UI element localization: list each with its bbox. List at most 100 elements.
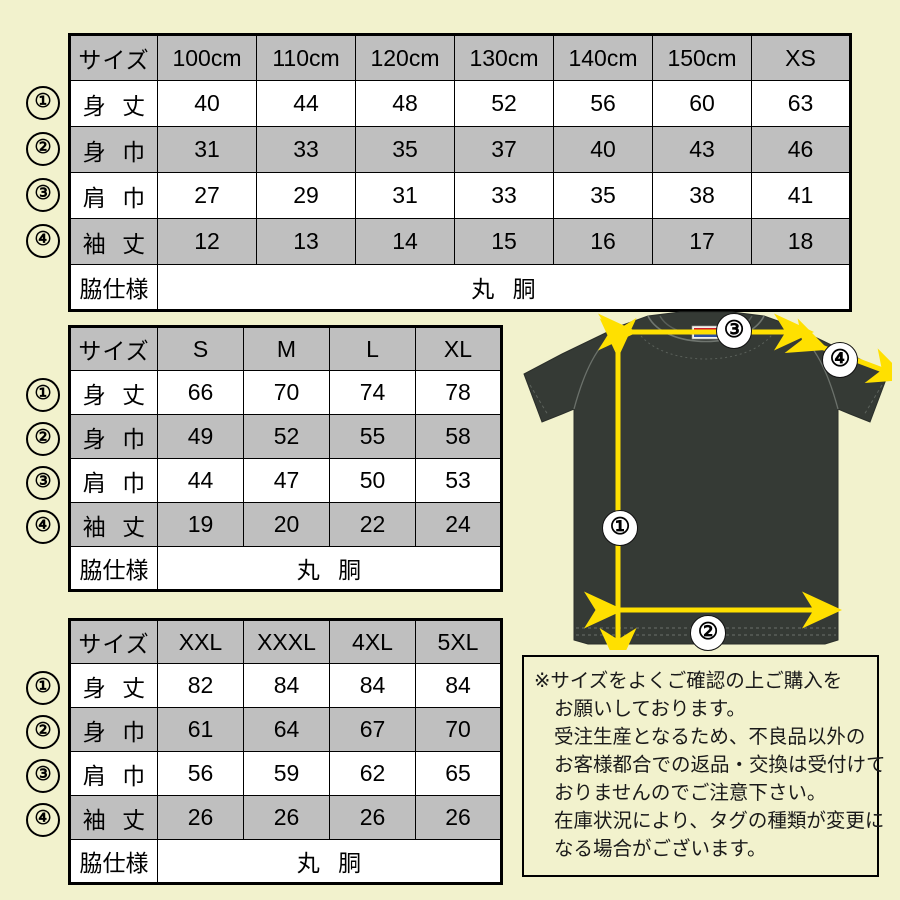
- table-header-row: サイズ S M L XL: [69, 326, 502, 371]
- measurement-cell: 67: [329, 707, 416, 752]
- table-footer-row: 脇仕様丸 胴: [69, 264, 851, 311]
- header-cell-L: L: [329, 326, 416, 371]
- row-label: 身 巾: [69, 707, 158, 752]
- measurement-cell: 35: [355, 126, 455, 173]
- table-header-row: サイズ XXL XXXL 4XL 5XL: [69, 619, 502, 664]
- badge-shoulder-width: ③: [716, 313, 752, 349]
- measurement-cell: 78: [415, 370, 502, 415]
- measurement-cell: 52: [454, 80, 554, 127]
- measurement-cell: 63: [751, 80, 851, 127]
- measurement-cell: 12: [157, 218, 257, 265]
- row-marker-4-table-1: ④: [26, 224, 60, 258]
- footer-label: 脇仕様: [69, 264, 158, 311]
- notice-line: 受注生産となるため、不良品以外の: [554, 726, 866, 748]
- measurement-cell: 15: [454, 218, 554, 265]
- row-label: 身 丈: [69, 370, 158, 415]
- row-marker-1-table-2: ①: [26, 378, 60, 412]
- notice-line: ※サイズをよくご確認の上ご購入を: [534, 670, 843, 692]
- notice-line: おりませんのでご注意下さい。: [554, 782, 827, 804]
- table-row: 身 丈 66 70 74 78: [69, 370, 502, 415]
- measurement-cell: 50: [329, 458, 416, 503]
- table-row: 袖 丈 26 26 26 26: [69, 795, 502, 840]
- header-cell-110cm: 110cm: [256, 34, 356, 81]
- row-label: 肩 巾: [69, 458, 158, 503]
- measurement-cell: 53: [415, 458, 502, 503]
- table-row: 肩 巾 27 29 31 33 35 38 41: [69, 172, 851, 219]
- badge-body-width: ②: [690, 615, 726, 651]
- measurement-cell: 26: [157, 795, 244, 840]
- row-label: 袖 丈: [69, 795, 158, 840]
- row-label: 身 丈: [69, 663, 158, 708]
- header-cell-140cm: 140cm: [553, 34, 653, 81]
- measurement-cell: 56: [157, 751, 244, 796]
- measurement-cell: 44: [256, 80, 356, 127]
- measurement-cell: 17: [652, 218, 752, 265]
- measurement-cell: 60: [652, 80, 752, 127]
- row-marker-3-table-3: ③: [26, 759, 60, 793]
- measurement-cell: 22: [329, 502, 416, 547]
- row-marker-3-table-1: ③: [26, 178, 60, 212]
- table-row: 身 巾 49 52 55 58: [69, 414, 502, 459]
- measurement-cell: 18: [751, 218, 851, 265]
- table-footer-row: 脇仕様丸 胴: [69, 546, 502, 591]
- tshirt-diagram: ③ ④ ① ②: [520, 310, 892, 651]
- row-marker-4-table-2: ④: [26, 510, 60, 544]
- footer-value: 丸 胴: [157, 546, 502, 591]
- row-label: 身 巾: [69, 414, 158, 459]
- row-marker-2-table-3: ②: [26, 715, 60, 749]
- size-table-kids: サイズ 100cm 110cm 120cm 130cm 140cm 150cm XS 身 丈 40…: [68, 33, 852, 312]
- row-label: 肩 巾: [69, 172, 158, 219]
- row-label: 袖 丈: [69, 218, 158, 265]
- measurement-cell: 70: [243, 370, 330, 415]
- notice-line: なる場合がございます。: [554, 838, 767, 860]
- row-label: 袖 丈: [69, 502, 158, 547]
- row-label: 肩 巾: [69, 751, 158, 796]
- footer-value: 丸 胴: [157, 839, 502, 884]
- measurement-cell: 84: [415, 663, 502, 708]
- notice-line: お客様都合での返品・交換は受付けて: [554, 754, 886, 776]
- measurement-cell: 47: [243, 458, 330, 503]
- header-cell-size: サイズ: [69, 326, 158, 371]
- measurement-cell: 41: [751, 172, 851, 219]
- measurement-cell: 55: [329, 414, 416, 459]
- footer-label: 脇仕様: [69, 839, 158, 884]
- table-row: 袖 丈 19 20 22 24: [69, 502, 502, 547]
- row-label: 身 巾: [69, 126, 158, 173]
- measurement-cell: 48: [355, 80, 455, 127]
- measurement-cell: 66: [157, 370, 244, 415]
- notice-line: お願いしております。: [554, 698, 746, 720]
- header-cell-130cm: 130cm: [454, 34, 554, 81]
- measurement-cell: 31: [355, 172, 455, 219]
- measurement-cell: 82: [157, 663, 244, 708]
- measurement-cell: 33: [256, 126, 356, 173]
- header-cell-120cm: 120cm: [355, 34, 455, 81]
- row-marker-2-table-1: ②: [26, 132, 60, 166]
- header-cell-S: S: [157, 326, 244, 371]
- badge-sleeve-length: ④: [822, 342, 858, 378]
- measurement-cell: 35: [553, 172, 653, 219]
- measurement-cell: 43: [652, 126, 752, 173]
- measurement-cell: 24: [415, 502, 502, 547]
- measurement-cell: 49: [157, 414, 244, 459]
- measurement-cell: 26: [329, 795, 416, 840]
- measurement-cell: 62: [329, 751, 416, 796]
- measurement-cell: 70: [415, 707, 502, 752]
- measurement-cell: 29: [256, 172, 356, 219]
- table-row: 肩 巾 44 47 50 53: [69, 458, 502, 503]
- measurement-cell: 64: [243, 707, 330, 752]
- measurement-cell: 37: [454, 126, 554, 173]
- header-cell-size: サイズ: [69, 34, 158, 81]
- measurement-cell: 44: [157, 458, 244, 503]
- header-cell-XL: XL: [415, 326, 502, 371]
- badge-body-length: ①: [602, 510, 638, 546]
- measurement-cell: 84: [329, 663, 416, 708]
- size-table-big: サイズ XXL XXXL 4XL 5XL 身 丈 82 84 84 84 身 巾 61 64 67 70 肩 …: [68, 618, 503, 885]
- header-cell-100cm: 100cm: [157, 34, 257, 81]
- table-row: 身 丈 82 84 84 84: [69, 663, 502, 708]
- row-marker-1-table-1: ①: [26, 86, 60, 120]
- header-cell-M: M: [243, 326, 330, 371]
- measurement-cell: 46: [751, 126, 851, 173]
- table-row: 身 巾 31 33 35 37 40 43 46: [69, 126, 851, 173]
- measurement-cell: 84: [243, 663, 330, 708]
- table-row: 身 丈 40 44 48 52 56 60 63: [69, 80, 851, 127]
